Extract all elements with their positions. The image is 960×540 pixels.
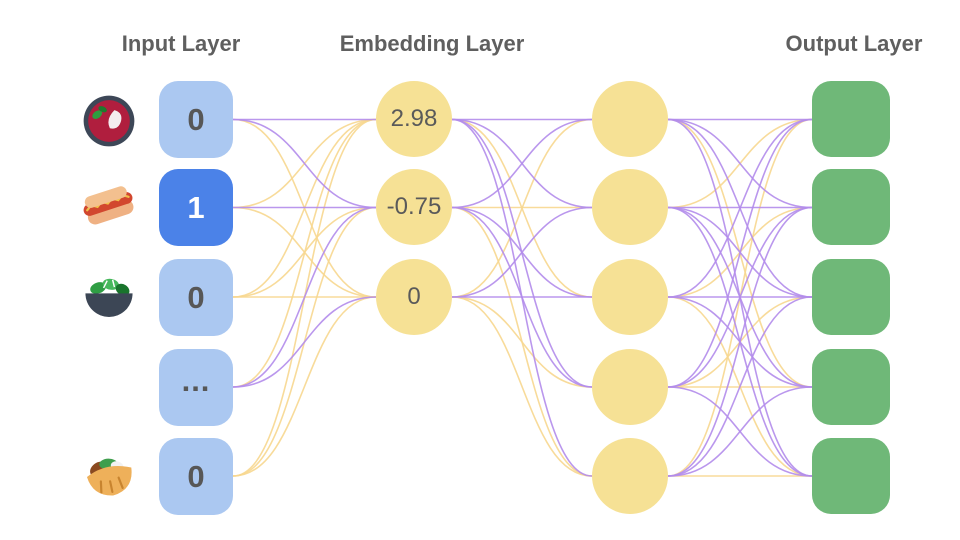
embedding-node-3-value: 0 <box>407 283 421 310</box>
salad-emoji-icon <box>85 278 133 317</box>
hidden-node-2 <box>592 169 668 245</box>
input-node-3-value: 0 <box>187 279 205 315</box>
input-layer-title: Input Layer <box>121 31 241 56</box>
input-node-1: 0 <box>159 81 233 158</box>
embedding-node-1-value: 2.98 <box>390 105 438 132</box>
hidden-node-3 <box>592 259 668 335</box>
output-node-4 <box>812 349 890 425</box>
embedding-layer-title: Embedding Layer <box>339 31 525 56</box>
hidden-node-4 <box>592 349 668 425</box>
input-node-2-value: 1 <box>187 189 205 225</box>
embedding-node-2-value: -0.75 <box>386 193 442 220</box>
input-node-ellipsis-value: ... <box>181 362 211 398</box>
input-node-3: 0 <box>159 259 233 336</box>
hot-dog-emoji-icon <box>83 186 134 225</box>
pita-emoji-icon <box>86 458 132 496</box>
hidden-node-1 <box>592 81 668 157</box>
embedding-node-2: -0.75 <box>376 169 452 245</box>
output-node-2 <box>812 169 890 245</box>
output-node-3 <box>812 259 890 335</box>
input-node-5: 0 <box>159 438 233 515</box>
output-node-5 <box>812 438 890 514</box>
output-layer-title: Output Layer <box>785 31 923 56</box>
embedding-node-3: 0 <box>376 259 452 335</box>
hidden-node-5 <box>592 438 668 514</box>
output-node-1 <box>812 81 890 157</box>
input-node-1-value: 0 <box>187 101 205 137</box>
input-node-ellipsis: ... <box>159 349 233 426</box>
soup-bowl-emoji-icon <box>83 95 135 147</box>
input-node-2: 1 <box>159 169 233 246</box>
embedding-node-1: 2.98 <box>376 81 452 157</box>
input-node-5-value: 0 <box>187 458 205 494</box>
